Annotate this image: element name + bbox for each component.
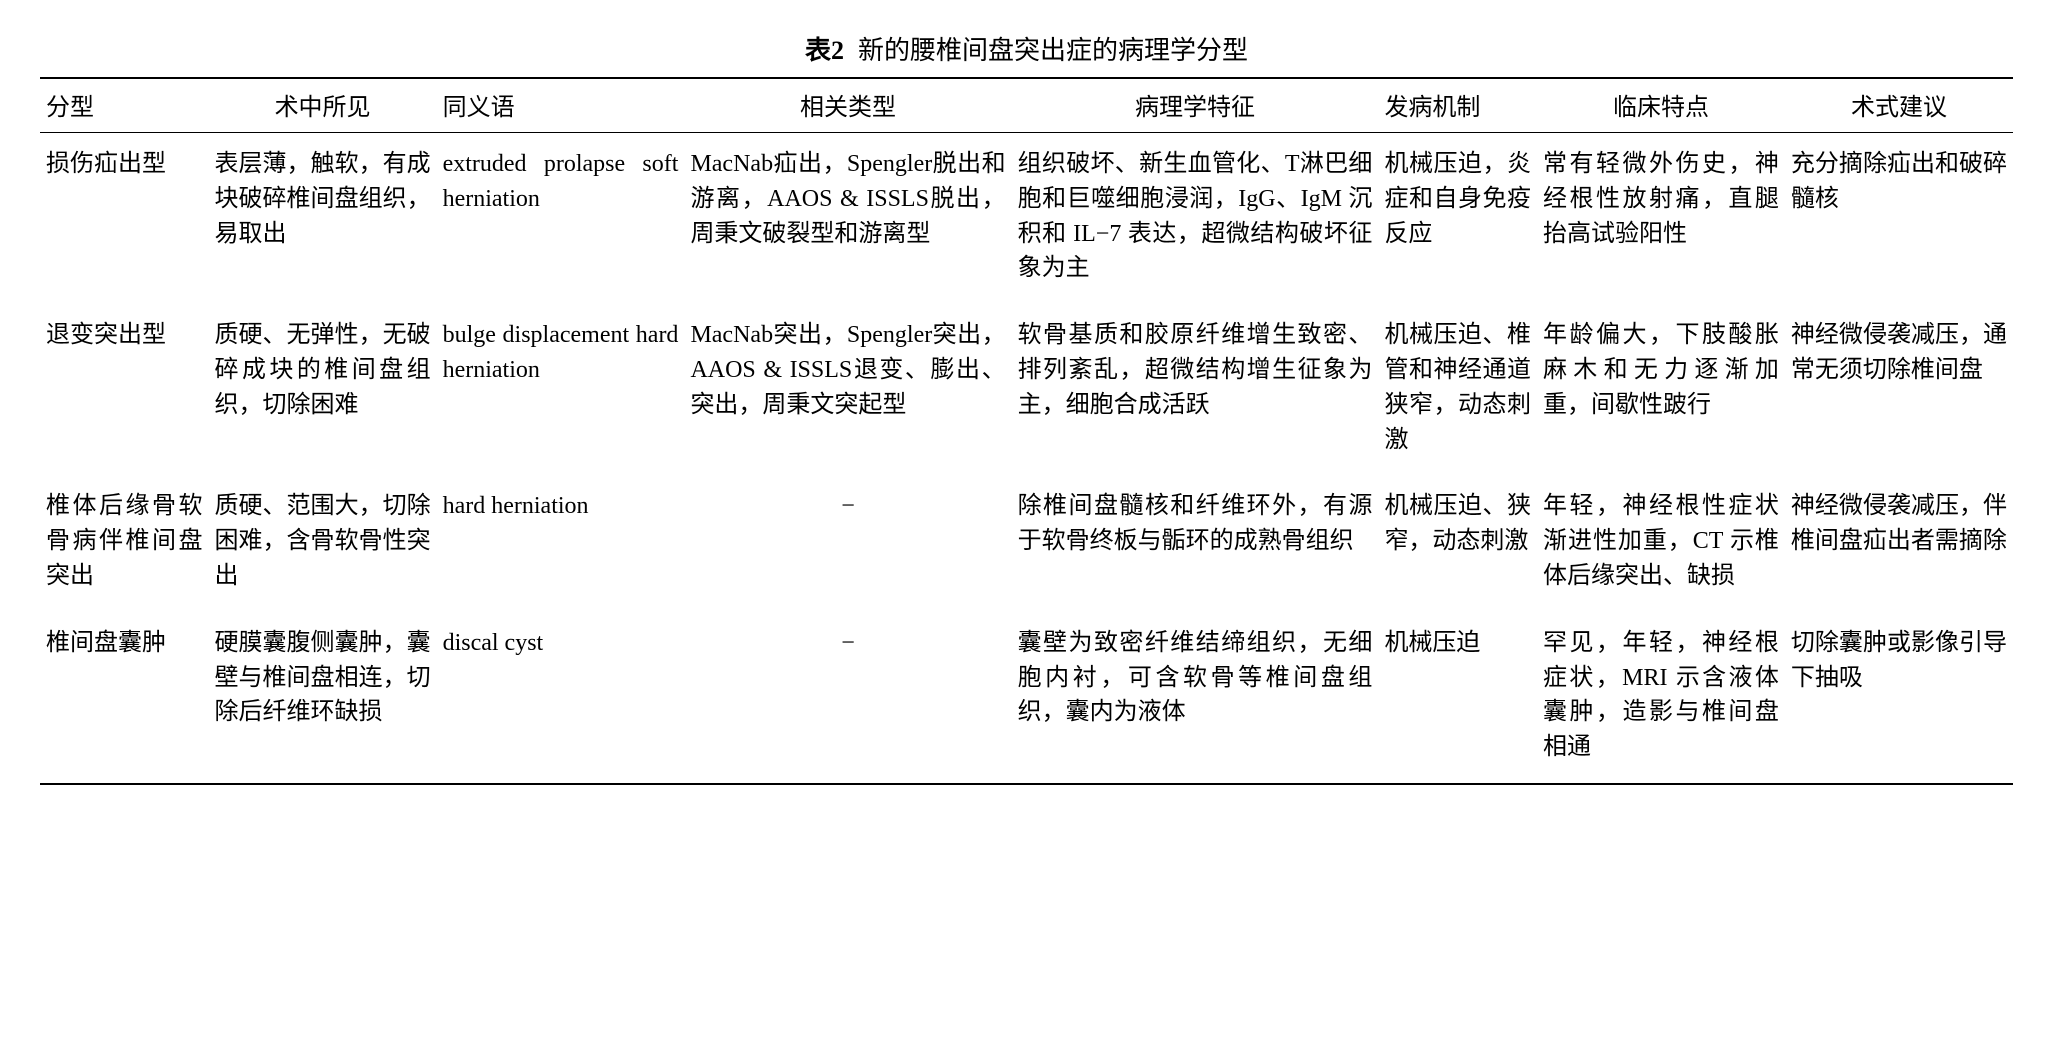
col-header: 相关类型 [684,78,1011,133]
cell-related: − [684,475,1011,611]
cell-path: 组织破坏、新生血管化、T淋巴细胞和巨噬细胞浸润，IgG、IgM 沉积和 IL−7… [1012,133,1379,305]
cell-type: 椎间盘囊肿 [40,612,209,784]
cell-clin: 年龄偏大，下肢酸胀麻木和无力逐渐加重，间歇性跛行 [1537,304,1785,475]
table-title: 新的腰椎间盘突出症的病理学分型 [858,36,1248,65]
cell-sugg: 切除囊肿或影像引导下抽吸 [1785,612,2013,784]
cell-sugg: 充分摘除疝出和破碎髓核 [1785,133,2013,305]
cell-mech: 机械压迫 [1378,612,1537,784]
cell-mech: 机械压迫，炎症和自身免疫反应 [1378,133,1537,305]
table-row: 椎体后缘骨软骨病伴椎间盘突出 质硬、范围大，切除困难，含骨软骨性突出 hard … [40,475,2013,611]
table-row: 损伤疝出型 表层薄，触软，有成块破碎椎间盘组织，易取出 extruded pro… [40,133,2013,305]
cell-path: 软骨基质和胶原纤维增生致密、排列紊乱，超微结构增生征象为主，细胞合成活跃 [1012,304,1379,475]
cell-clin: 罕见，年轻，神经根症状，MRI 示含液体囊肿，造影与椎间盘相通 [1537,612,1785,784]
cell-sugg: 神经微侵袭减压，通常无须切除椎间盘 [1785,304,2013,475]
col-header: 病理学特征 [1012,78,1379,133]
cell-intraop: 质硬、范围大，切除困难，含骨软骨性突出 [209,475,437,611]
cell-syn: hard herniation [437,475,685,611]
col-header: 临床特点 [1537,78,1785,133]
cell-related: MacNab突出，Spengler突出，AAOS & ISSLS退变、膨出、突出… [684,304,1011,475]
cell-syn: extruded prolapse soft herniation [437,133,685,305]
cell-intraop: 表层薄，触软，有成块破碎椎间盘组织，易取出 [209,133,437,305]
cell-path: 除椎间盘髓核和纤维环外，有源于软骨终板与骺环的成熟骨组织 [1012,475,1379,611]
cell-mech: 机械压迫、椎管和神经通道狭窄，动态刺激 [1378,304,1537,475]
cell-intraop: 质硬、无弹性，无破碎成块的椎间盘组织，切除困难 [209,304,437,475]
cell-path: 囊壁为致密纤维结缔组织，无细胞内衬，可含软骨等椎间盘组织，囊内为液体 [1012,612,1379,784]
table-row: 退变突出型 质硬、无弹性，无破碎成块的椎间盘组织，切除困难 bulge disp… [40,304,2013,475]
cell-mech: 机械压迫、狭窄，动态刺激 [1378,475,1537,611]
cell-related: MacNab疝出，Spengler脱出和游离，AAOS & ISSLS脱出，周秉… [684,133,1011,305]
cell-clin: 常有轻微外伤史，神经根性放射痛，直腿抬高试验阳性 [1537,133,1785,305]
cell-sugg: 神经微侵袭减压，伴椎间盘疝出者需摘除 [1785,475,2013,611]
table-row: 椎间盘囊肿 硬膜囊腹侧囊肿，囊壁与椎间盘相连，切除后纤维环缺损 discal c… [40,612,2013,784]
cell-syn: bulge displacement hard herniation [437,304,685,475]
col-header: 同义语 [437,78,685,133]
cell-related: − [684,612,1011,784]
cell-type: 损伤疝出型 [40,133,209,305]
cell-syn: discal cyst [437,612,685,784]
classification-table: 分型 术中所见 同义语 相关类型 病理学特征 发病机制 临床特点 术式建议 损伤… [40,77,2013,785]
cell-clin: 年轻，神经根性症状渐进性加重，CT 示椎体后缘突出、缺损 [1537,475,1785,611]
table-label: 表2 [805,36,844,65]
table-2: 表2 新的腰椎间盘突出症的病理学分型 分型 术中所见 同义语 相关类型 病理学特征… [40,30,2013,785]
cell-intraop: 硬膜囊腹侧囊肿，囊壁与椎间盘相连，切除后纤维环缺损 [209,612,437,784]
col-header: 术式建议 [1785,78,2013,133]
table-caption: 表2 新的腰椎间盘突出症的病理学分型 [40,30,2013,67]
col-header: 分型 [40,78,209,133]
table-header-row: 分型 术中所见 同义语 相关类型 病理学特征 发病机制 临床特点 术式建议 [40,78,2013,133]
col-header: 发病机制 [1378,78,1537,133]
col-header: 术中所见 [209,78,437,133]
cell-type: 椎体后缘骨软骨病伴椎间盘突出 [40,475,209,611]
cell-type: 退变突出型 [40,304,209,475]
